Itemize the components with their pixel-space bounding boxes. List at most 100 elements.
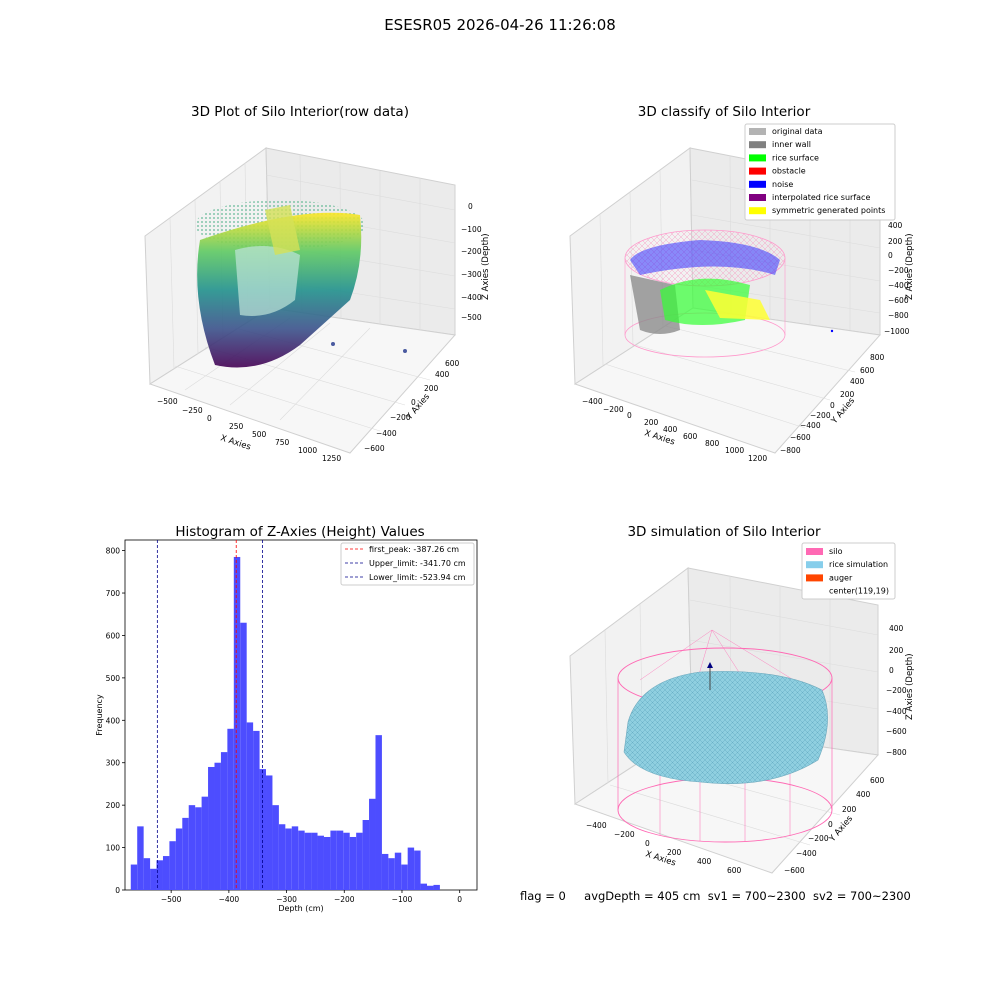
sim-plot-title: 3D simulation of Silo Interior [627,524,821,540]
sim-ytick: 400 [856,790,871,799]
classify-legend-swatch [749,167,766,175]
histogram-bar [311,832,318,890]
classify-legend-swatch [749,180,766,188]
classify-xtick: 1000 [725,446,744,455]
histogram-ylabel: Frequency [95,694,104,736]
sim-xtick: −200 [614,830,635,839]
histogram-bar [195,807,202,890]
figure-title: ESESR05 2026-04-26 11:26:08 [384,16,616,34]
raw-xtick: 250 [229,422,244,431]
histogram-xticks: −500 −400 −300 −200 −100 0 [161,890,462,904]
status-sv1: sv1 = 700~2300 [707,889,806,903]
histogram-vlines [156,540,263,890]
raw-ztick: −200 [461,247,482,256]
classify-ylabel: Y Axies [829,396,857,427]
sim-ztick: −400 [886,707,907,716]
classify-ytick: 800 [870,353,885,362]
raw-xtick: 500 [252,430,267,439]
histogram-bar [407,847,415,890]
status-avg-depth: avgDepth = 405 cm [584,889,701,903]
histogram-bar [394,852,402,890]
classify-legend-swatch [749,154,766,162]
sim-xtick: 0 [645,839,650,848]
histogram-legend-label: Lower_limit: -523.94 cm [369,573,466,582]
raw-axes-panes [144,147,456,454]
histogram-bar [227,728,234,890]
sim-ztick: 0 [889,666,894,675]
histogram-ytick-label: 800 [106,547,121,556]
histogram-bar [188,805,196,890]
sim-legend-label: auger [829,573,853,582]
classify-xtick: 800 [705,439,720,448]
histogram-bar [175,828,183,890]
sim-legend-swatch [806,548,823,555]
sim-silo-and-rice [617,629,833,843]
sim-ztick: −800 [886,748,907,757]
histogram-bar [291,826,299,890]
sim-ytick: −600 [784,866,805,875]
sim-ytick: −200 [808,834,829,843]
histogram-bar [201,796,209,890]
histogram-bars [130,556,440,890]
classify-ztick: −600 [888,296,909,305]
classify-ytick: 600 [860,366,875,375]
sim-xtick: 600 [727,866,742,875]
histogram-bar [356,832,363,890]
histogram-bar [208,766,215,890]
histogram-bar [336,830,344,890]
histogram-bar [214,762,221,890]
histogram-xtick-label: −300 [276,895,297,904]
histogram-yticks: 0 100 200 300 400 500 600 700 800 [106,547,125,895]
status-line: flag = 0 avgDepth = 405 cm sv1 = 700~230… [520,889,911,903]
histogram-frame [124,539,478,891]
histogram-bar [169,841,176,890]
classify-ytick: −800 [780,446,801,455]
sim-legend-swatch [806,561,823,569]
histogram-bar [272,805,279,890]
histogram-bar [433,884,440,890]
raw-xtick: 750 [275,438,290,447]
histogram-bar [259,769,267,890]
histogram-xlabel: Depth (cm) [278,904,323,913]
histogram-ytick-label: 0 [115,886,120,895]
histogram-bar [182,817,189,890]
classify-legend-swatch [749,207,766,215]
raw-plot-title: 3D Plot of Silo Interior(row data) [191,104,409,120]
histogram-bar [349,836,357,890]
sim-xlabel: X Axies [644,849,677,868]
classify-legend: original data inner wall rice surface obsta… [744,123,896,221]
histogram-ytick-label: 700 [106,589,121,598]
classify-ytick: −400 [800,421,821,430]
histogram-legend-label: first_peak: -387.26 cm [369,545,459,554]
raw-ztick: −500 [461,313,482,322]
histogram-bar [246,722,254,890]
classify-legend-label: inner wall [772,140,811,149]
histogram-xtick-label: 0 [457,895,462,904]
raw-zlabel: Z Axies (Depth) [481,233,491,300]
histogram-legend: first_peak: -387.26 cm Upper_limit: -341.… [340,542,475,586]
raw-point-cloud [195,200,407,368]
classify-ytick: 0 [830,401,835,410]
raw-ylabel: Y Axies [404,392,432,423]
histogram-bar [298,830,305,890]
histogram-bar [427,885,434,890]
raw-ztick: −300 [461,270,482,279]
raw-xtick: −500 [157,397,178,406]
classify-xtick: 200 [644,418,659,427]
histogram-bar [388,858,395,890]
histogram-legend-label: Upper_limit: -341.70 cm [369,559,466,568]
classify-legend-label: noise [772,180,793,189]
histogram-bar [253,730,260,890]
sim-legend-label: silo [829,547,843,556]
histogram-bar [420,883,428,890]
sim-ytick: 200 [842,805,857,814]
raw-xlabel: X Axies [219,433,252,452]
histogram-bar [143,858,151,890]
classify-xtick: 1200 [748,454,767,463]
histogram-bar [240,622,247,890]
sim-ytick: −400 [796,849,817,858]
raw-xtick: 1250 [322,454,341,463]
